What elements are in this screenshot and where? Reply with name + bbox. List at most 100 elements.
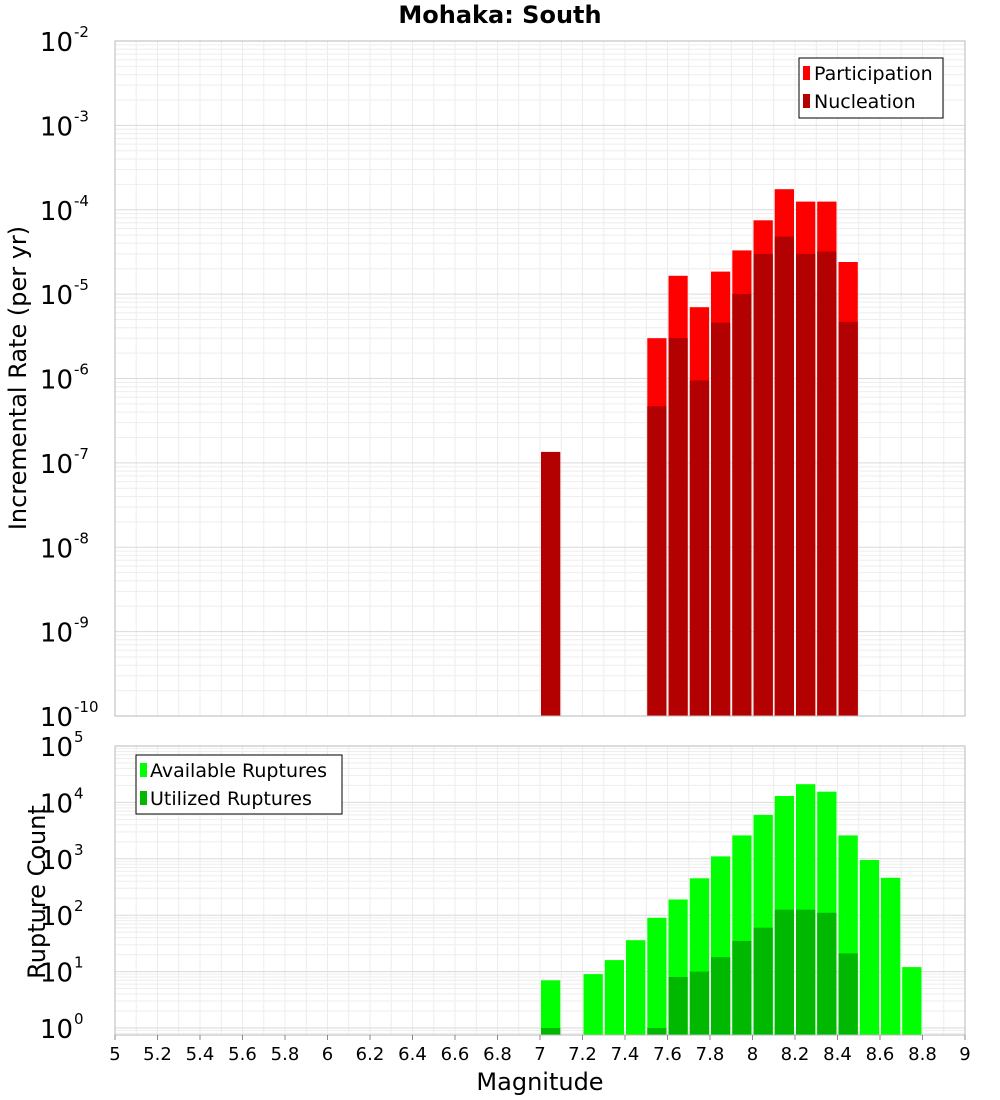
top-plot-frame [114,40,966,717]
x-tick-label: 5.4 [186,1044,215,1065]
x-tick-label: 8.4 [823,1044,852,1065]
top-y-tick-label: 10 [40,112,73,142]
top-bar-nucleation [647,406,667,716]
bottom-y-tick-label: 10 [40,789,73,819]
top-y-tick-label: 10 [40,281,73,311]
bottom-bar-utilized-ruptures [732,940,752,1035]
top-y-tick-label: 10 [40,366,73,396]
bottom-y-tick-exponent: 3 [74,841,84,859]
bottom-bar-available-ruptures [541,980,561,1035]
top-bar-nucleation [732,294,752,716]
bottom-bar-utilized-ruptures [817,912,837,1035]
top-y-tick-exponent: -9 [74,614,89,632]
x-tick-label: 8.2 [781,1044,810,1065]
x-tick-label: 5.6 [228,1044,257,1065]
x-tick-label: 6.4 [398,1044,427,1065]
bottom-y-tick-exponent: 4 [74,784,84,802]
top-bar-nucleation [774,236,794,716]
x-tick-label: 6.6 [441,1044,470,1065]
top-y-tick-exponent: -6 [74,361,89,379]
legend-swatch-participation [803,66,810,80]
bottom-y-tick-label: 10 [40,902,73,932]
bottom-bar-available-ruptures [647,917,667,1035]
x-tick-label: 7.6 [653,1044,682,1065]
chart-title: Mohaka: South [398,1,601,29]
legend-label-nucleation: Nucleation [814,91,916,113]
bottom-bar-utilized-ruptures [774,909,794,1035]
x-tick-label: 6 [322,1044,333,1065]
bottom-bar-utilized-ruptures [711,957,731,1035]
top-y-tick-exponent: -5 [74,276,89,294]
x-tick-label: 7 [534,1044,545,1065]
legend-label-utilized: Utilized Ruptures [150,788,312,810]
top-y-tick-label: 10 [40,619,73,649]
top-y-tick-exponent: -3 [74,107,89,125]
bottom-bar-utilized-ruptures [689,971,710,1035]
bottom-y-tick-exponent: 0 [74,1010,84,1028]
x-tick-label: 7.8 [696,1044,725,1065]
bottom-bar-available-ruptures [583,974,603,1035]
bottom-y-axis-label: Rupture Count [23,805,51,979]
bottom-bar-utilized-ruptures [647,1028,667,1035]
top-y-tick-exponent: -10 [74,698,99,716]
top-y-tick-exponent: -7 [74,445,89,463]
top-bar-nucleation [796,253,816,716]
bottom-bar-utilized-ruptures [541,1028,561,1035]
top-bar-nucleation [817,251,837,716]
x-tick-label: 8.6 [866,1044,895,1065]
bottom-bar-utilized-ruptures [753,927,773,1035]
top-y-tick-label: 10 [40,534,73,564]
x-tick-label: 9 [959,1044,970,1065]
x-axis-label: Magnitude [476,1068,603,1096]
top-bar-nucleation [753,253,773,716]
top-legend: Participation Nucleation [798,57,944,119]
bottom-y-tick-label: 10 [40,846,73,876]
legend-label-available: Available Ruptures [150,760,327,782]
top-bar-nucleation [541,451,561,716]
legend-label-participation: Participation [814,63,933,85]
bottom-legend: Available Ruptures Utilized Ruptures [135,754,343,815]
bottom-bar-available-ruptures [859,860,880,1035]
bottom-bar-utilized-ruptures [838,953,858,1035]
bottom-bar-available-ruptures [902,967,922,1035]
top-legend-box [798,57,944,119]
bottom-legend-box [135,754,343,815]
legend-swatch-utilized [140,791,147,805]
bottom-y-tick-exponent: 5 [74,728,84,746]
top-y-axis-label: Incremental Rate (per yr) [4,226,32,530]
bottom-bar-available-ruptures [881,877,901,1035]
top-bar-nucleation [689,380,710,716]
top-bar-nucleation [711,322,731,716]
bottom-bar-utilized-ruptures [668,977,688,1035]
bottom-bar-available-ruptures [626,940,646,1035]
legend-swatch-nucleation [803,94,810,108]
bottom-bars [541,784,922,1035]
top-y-tick-exponent: -2 [74,23,89,41]
bottom-y-tick-label: 10 [40,733,73,763]
legend-swatch-available [140,763,147,777]
x-tick-label: 8 [747,1044,758,1065]
x-tick-label: 5 [109,1044,120,1065]
top-y-tick-exponent: -8 [74,529,89,547]
bottom-bar-available-ruptures [604,960,624,1035]
bottom-y-tick-exponent: 2 [74,897,84,915]
top-bar-nucleation [838,321,858,716]
top-y-tick-label: 10 [40,703,73,733]
x-tick-label: 6.2 [356,1044,385,1065]
x-tick-label: 7.4 [611,1044,640,1065]
x-tick-label: 7.2 [568,1044,597,1065]
bottom-bar-utilized-ruptures [796,909,816,1035]
bottom-y-tick-exponent: 1 [74,954,84,972]
x-tick-label: 6.8 [483,1044,512,1065]
top-bar-nucleation [668,338,688,716]
top-y-tick-label: 10 [40,450,73,480]
x-tick-label: 5.8 [271,1044,300,1065]
x-tick-label: 8.8 [908,1044,937,1065]
bottom-y-tick-label: 10 [40,1015,73,1045]
x-tick-labels: 5 5.2 5.4 5.6 5.8 6 6.2 6.4 6.6 6.8 7 7.2 7.4 7.6 7.8 8… [109,1035,971,1065]
